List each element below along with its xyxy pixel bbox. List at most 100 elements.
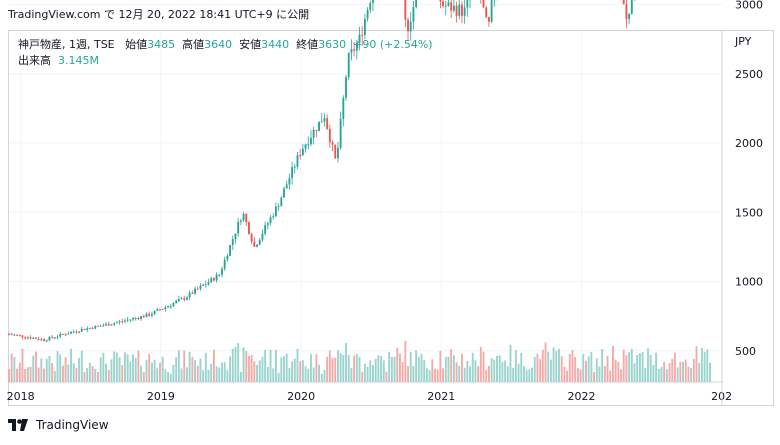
volume-bar [29,366,32,382]
volume-bar [536,353,539,382]
candle-body [53,337,56,339]
volume-value: 3.145M [58,54,99,67]
candle-body [126,319,129,321]
candle-body [107,323,110,326]
volume-bar [261,357,264,382]
volume-bar [97,372,99,382]
candle-body [229,245,232,256]
volume-bar [541,349,544,382]
candle-body [61,333,64,335]
volume-bar [566,370,569,382]
candle-body [315,129,318,132]
candle-body [485,7,488,18]
candle-body [18,334,21,336]
candle-body [156,309,159,311]
volume-bar [649,354,652,382]
candle-body [280,197,283,207]
volume-bar [99,357,102,382]
volume-bar [115,352,118,382]
volume-bar [148,354,151,382]
candle-body [37,338,40,340]
candle-body [307,144,310,146]
volume-bar [690,367,693,382]
volume-bar [487,365,490,382]
candle-body [221,268,223,275]
volume-bar [59,354,62,382]
volume-bar [428,370,431,382]
volume-bar [177,350,180,382]
candle-body [407,19,409,32]
volume-bar [43,368,45,382]
candle-body [167,306,170,308]
volume-bar [207,369,210,382]
volume-bar [355,353,358,382]
candle-body [296,155,299,167]
x-tick-label: 2019 [147,390,175,403]
volume-bar [183,350,186,382]
candle-body [118,321,121,323]
open-label: 始値 [125,38,148,51]
volume-bar [61,365,64,382]
volume-bar [280,357,283,382]
volume-bar [501,361,504,382]
candle-body [72,331,75,333]
y-tick-label: 1000 [735,276,763,289]
high-label: 高値 [182,38,205,51]
volume-bar [91,366,94,382]
volume-bar [223,362,226,382]
volume-bar [70,348,72,382]
candle-body [194,288,196,294]
volume-bar [239,371,242,382]
volume-bar [531,367,533,382]
brand-label: TradingView [36,418,109,432]
candle-body [439,0,442,2]
candle-body [310,137,312,145]
volume-bar [520,352,523,382]
volume-bar [118,357,121,382]
volume-bar [393,356,396,382]
source-label: TradingView.com [8,8,101,21]
x-tick-label: 2021 [427,390,455,403]
volume-bar [150,362,153,382]
candle-body [250,234,253,242]
candle-body [444,5,447,7]
candle-body [269,217,272,224]
volume-bar [477,366,480,382]
volume-bar [620,369,622,382]
volume-bar [687,366,690,382]
candle-body [210,278,213,283]
candle-body [199,285,202,289]
volume-bar [361,371,364,382]
candle-body [86,328,89,330]
volume-bar [283,356,285,382]
volume-bar [655,352,658,382]
candle-body [99,325,102,327]
volume-bar [326,356,329,382]
volume-bar [496,355,498,382]
candle-body [134,317,137,319]
volume-bar [88,362,91,382]
volume-label: 出来高 [18,54,51,67]
volume-bar [274,349,277,382]
candle-body [35,337,37,339]
volume-bar [574,356,577,382]
volume-bar [24,368,27,382]
candle-body [91,327,94,329]
candle-body [207,282,210,285]
volume-bar [509,344,512,382]
candle-body [339,118,342,148]
candle-body [285,184,288,189]
volume-bar [288,367,291,382]
low-value: 3440 [261,38,290,51]
candle-body [442,1,445,7]
volume-bar [229,356,232,382]
tradingview-logo-icon [8,419,30,431]
volume-bar [134,358,137,382]
candle-body [110,324,113,326]
candle-body [266,223,269,226]
candle-body [461,4,463,16]
volume-bar [323,369,326,382]
candle-body [482,0,485,8]
volume-bar [51,363,54,382]
